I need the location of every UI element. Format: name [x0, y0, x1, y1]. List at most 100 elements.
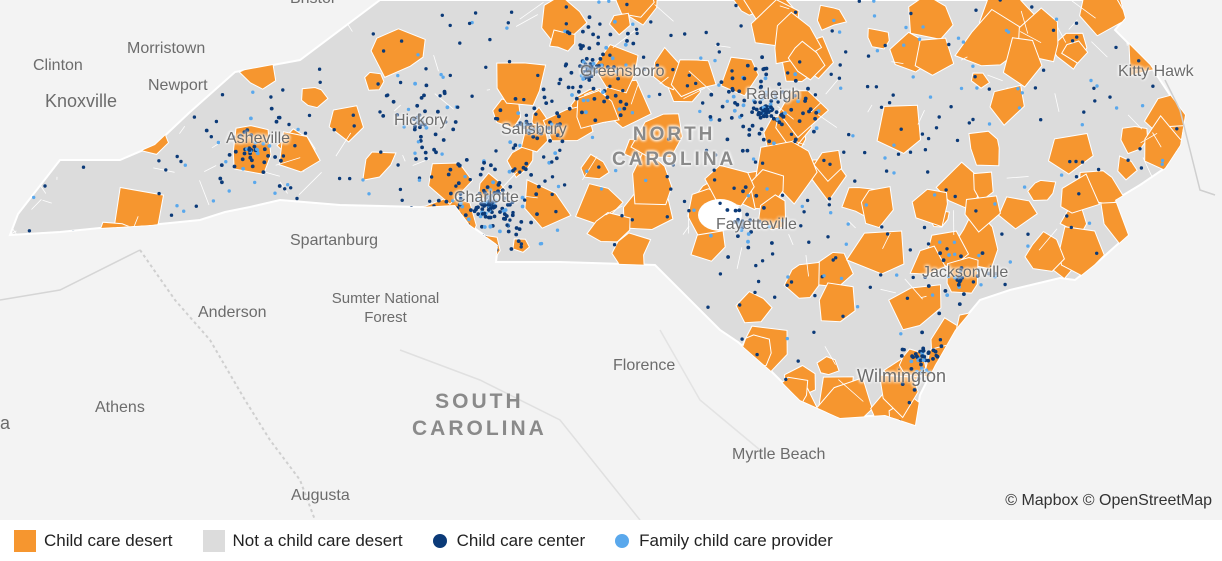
center-dot	[400, 198, 404, 202]
center-dot	[484, 262, 488, 267]
center-dot	[564, 22, 568, 26]
center-dot	[767, 139, 772, 144]
center-dot	[874, 85, 879, 89]
family-dot	[48, 405, 52, 410]
center-dot	[27, 229, 32, 233]
family-dot	[81, 241, 85, 245]
center-dot	[486, 207, 491, 212]
center-dot	[807, 240, 811, 244]
family-dot	[286, 183, 290, 187]
center-dot	[687, 73, 691, 78]
center-dot	[377, 402, 381, 406]
center-dot	[543, 179, 547, 183]
center-dot	[853, 179, 857, 183]
center-dot	[1082, 110, 1086, 114]
family-dot	[1092, 291, 1097, 296]
family-dot	[463, 174, 467, 179]
center-dot	[887, 101, 892, 105]
map-canvas[interactable]: Bristol Morristown Clinton Newport Knoxv…	[0, 0, 1222, 520]
desert-patch	[153, 349, 194, 394]
center-dot	[150, 140, 155, 145]
center-dot	[376, 82, 380, 86]
county-border	[1038, 228, 1058, 251]
center-dot	[634, 27, 639, 31]
county-border	[276, 54, 297, 58]
center-dot	[762, 206, 766, 210]
center-dot	[770, 241, 774, 245]
center-dot	[157, 27, 162, 31]
center-dot	[734, 3, 738, 8]
center-dot	[519, 220, 524, 224]
county-border	[70, 330, 74, 335]
center-dot	[582, 389, 586, 393]
center-dot	[562, 388, 566, 393]
center-dot	[444, 199, 449, 204]
family-dot	[249, 116, 253, 121]
family-dot	[601, 90, 605, 94]
center-dot	[1045, 374, 1049, 378]
center-dot	[386, 93, 390, 97]
family-dot	[484, 257, 488, 261]
center-dot	[666, 137, 671, 141]
desert-patch	[362, 151, 397, 181]
county-border	[960, 56, 968, 61]
center-dot	[478, 172, 483, 177]
family-dot	[945, 293, 950, 297]
desert-patch	[143, 347, 160, 374]
county-border	[434, 93, 454, 110]
center-dot	[826, 235, 830, 239]
center-dot	[1074, 175, 1079, 179]
county-border	[788, 234, 794, 246]
center-dot	[428, 237, 432, 241]
center-dot	[337, 176, 342, 181]
map-attribution[interactable]: © Mapbox © OpenStreetMap	[1005, 492, 1212, 509]
center-dot	[1080, 160, 1085, 164]
center-dot	[535, 136, 540, 141]
family-dot	[751, 157, 756, 161]
center-dot	[918, 358, 923, 363]
desert-patch	[637, 385, 679, 425]
family-dot	[464, 359, 468, 363]
county-border	[153, 167, 175, 173]
desert-patch	[608, 12, 631, 36]
center-dot	[72, 382, 76, 386]
center-dot	[239, 419, 243, 423]
center-dot	[277, 184, 282, 188]
county-border	[528, 288, 550, 300]
center-dot	[730, 76, 735, 81]
center-dot	[769, 403, 774, 407]
center-dot	[685, 84, 690, 88]
family-dot	[315, 216, 320, 220]
center-dot	[488, 37, 492, 42]
family-dot	[70, 346, 74, 350]
center-dot	[1074, 21, 1079, 25]
center-dot	[220, 180, 224, 185]
family-dot	[581, 98, 586, 103]
center-dot	[789, 132, 794, 136]
center-dot	[956, 282, 961, 287]
desert-patch	[18, 342, 70, 394]
desert-patch	[154, 248, 171, 266]
center-dot	[519, 122, 523, 127]
center-dot	[1051, 28, 1056, 32]
center-dot	[733, 208, 738, 213]
center-dot	[625, 39, 629, 43]
family-dot	[241, 166, 246, 171]
center-dot	[491, 273, 495, 277]
center-dot	[1005, 418, 1009, 422]
family-dot	[466, 217, 471, 222]
family-dot	[517, 326, 521, 330]
family-dot	[38, 90, 43, 94]
center-dot	[709, 92, 714, 97]
center-dot	[1101, 395, 1105, 399]
center-dot	[764, 109, 769, 113]
county-border	[805, 255, 809, 277]
center-dot	[554, 209, 558, 214]
center-dot	[303, 131, 308, 135]
center-dot	[753, 160, 758, 164]
family-dot	[1002, 360, 1006, 365]
center-dot	[487, 201, 492, 205]
center-dot	[396, 163, 400, 167]
center-dot	[454, 184, 458, 188]
center-dot	[938, 338, 943, 342]
